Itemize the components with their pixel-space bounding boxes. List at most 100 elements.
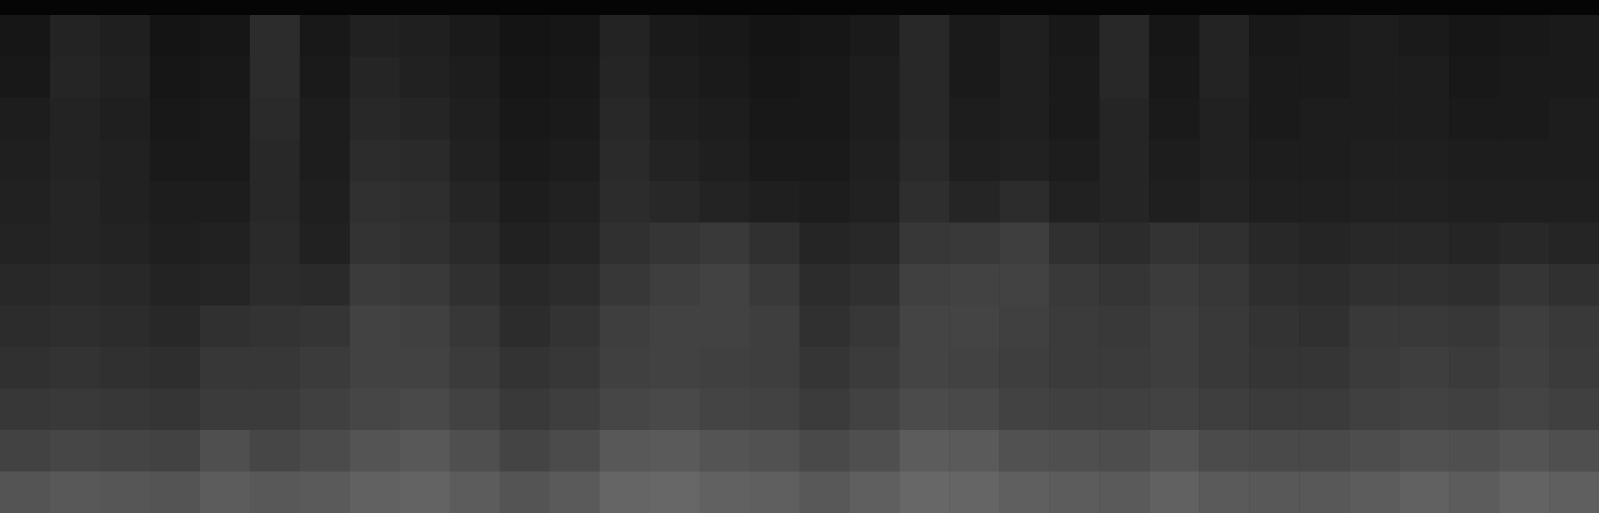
cell — [650, 57, 700, 99]
cell — [700, 15, 750, 57]
cell — [1049, 306, 1099, 348]
cell — [650, 472, 700, 513]
cell — [1549, 15, 1599, 57]
cell — [949, 347, 999, 389]
cell — [1249, 472, 1299, 513]
cell — [550, 223, 600, 265]
cell — [500, 472, 550, 513]
cell — [550, 389, 600, 431]
cell — [1149, 472, 1199, 513]
cell — [1349, 264, 1399, 306]
cell — [250, 98, 300, 140]
cell — [50, 98, 100, 140]
cell — [1299, 306, 1349, 348]
cell — [1499, 15, 1549, 57]
cell — [949, 223, 999, 265]
cell — [949, 430, 999, 472]
cell — [1549, 223, 1599, 265]
cell — [1449, 140, 1499, 182]
cell — [300, 472, 350, 513]
cell — [600, 347, 650, 389]
cell — [899, 140, 949, 182]
cell — [350, 98, 400, 140]
cell — [450, 57, 500, 99]
cell — [600, 389, 650, 431]
cell — [200, 306, 250, 348]
spectrogram — [0, 0, 1599, 513]
cell — [1249, 98, 1299, 140]
cell — [1299, 140, 1349, 182]
cell — [50, 181, 100, 223]
cell — [350, 472, 400, 513]
cell — [750, 15, 800, 57]
cell — [1399, 430, 1449, 472]
cell — [400, 223, 450, 265]
cell — [600, 15, 650, 57]
cell — [1249, 306, 1299, 348]
cell — [849, 347, 899, 389]
cell — [1149, 181, 1199, 223]
cell — [100, 264, 150, 306]
cell — [50, 57, 100, 99]
cell — [100, 389, 150, 431]
cell — [949, 57, 999, 99]
cell — [800, 15, 850, 57]
cell — [50, 347, 100, 389]
cell — [1149, 264, 1199, 306]
cell — [100, 15, 150, 57]
cell — [400, 15, 450, 57]
cell — [1549, 389, 1599, 431]
cell — [300, 430, 350, 472]
cell — [550, 430, 600, 472]
cell — [1449, 98, 1499, 140]
cell — [800, 57, 850, 99]
cell — [50, 140, 100, 182]
cell — [650, 140, 700, 182]
cell — [999, 223, 1049, 265]
cell — [250, 15, 300, 57]
cell — [350, 430, 400, 472]
cell — [1149, 389, 1199, 431]
cell — [0, 98, 50, 140]
cell — [400, 181, 450, 223]
cell — [500, 347, 550, 389]
cell — [550, 347, 600, 389]
cell — [500, 264, 550, 306]
cell — [450, 306, 500, 348]
cell — [1449, 347, 1499, 389]
cell — [999, 57, 1049, 99]
cell — [999, 98, 1049, 140]
cell — [550, 140, 600, 182]
cell — [350, 223, 400, 265]
cell — [1149, 347, 1199, 389]
cell — [650, 430, 700, 472]
cell — [800, 264, 850, 306]
cell — [200, 15, 250, 57]
cell — [1399, 264, 1449, 306]
cell — [650, 306, 700, 348]
cell — [100, 181, 150, 223]
cell — [400, 264, 450, 306]
cell — [1349, 389, 1399, 431]
cell — [800, 223, 850, 265]
cell — [600, 472, 650, 513]
cell — [1049, 140, 1099, 182]
cell — [450, 389, 500, 431]
cell — [800, 306, 850, 348]
background — [0, 0, 1599, 513]
cell — [949, 140, 999, 182]
cell — [1499, 57, 1549, 99]
cell — [1249, 140, 1299, 182]
cell — [1099, 430, 1149, 472]
cell — [1499, 430, 1549, 472]
cell — [750, 223, 800, 265]
cell — [800, 347, 850, 389]
cell — [1399, 15, 1449, 57]
cell — [650, 347, 700, 389]
cell — [1299, 264, 1349, 306]
cell — [350, 140, 400, 182]
cell — [450, 430, 500, 472]
cell — [700, 57, 750, 99]
cell — [250, 223, 300, 265]
cell — [949, 181, 999, 223]
